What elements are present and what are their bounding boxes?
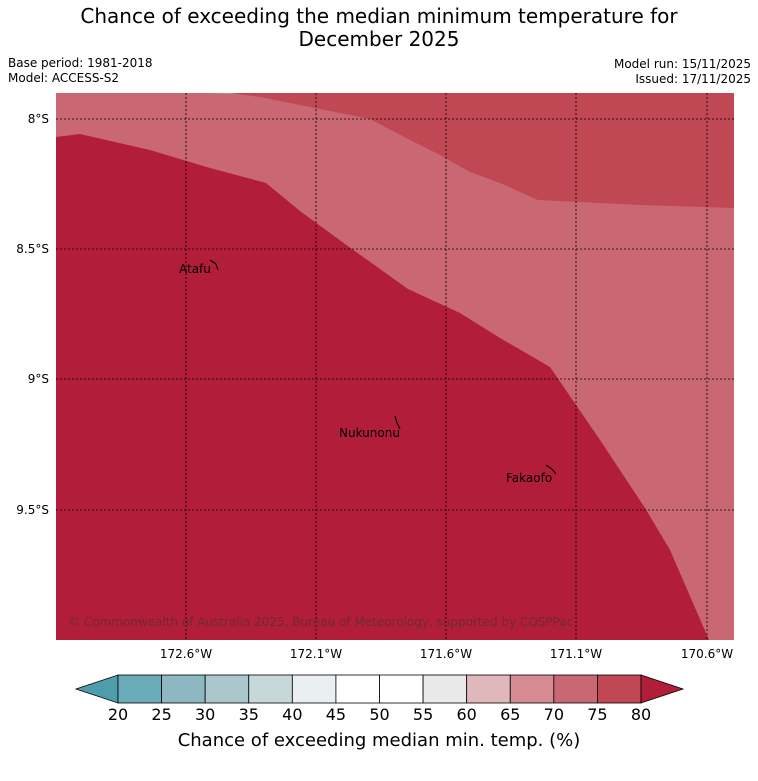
lat-label-4: 9.5°S: [16, 503, 49, 517]
atafu-outline: [209, 259, 219, 271]
colorbar-label: Chance of exceeding median min. temp. (%…: [177, 730, 581, 751]
lon-label-5: 170.6°W: [681, 647, 733, 661]
forecast-field: [56, 93, 734, 640]
lon-label-3: 171.6°W: [420, 647, 472, 661]
colorbar-tick-label: 55: [413, 705, 433, 724]
colorbar-segment: [379, 674, 424, 704]
colorbar-segment: [553, 674, 598, 704]
lat-label-3: 9°S: [28, 372, 49, 386]
model-name: Model: ACCESS-S2: [8, 71, 120, 85]
nukunonu-outline: [394, 415, 401, 430]
colorbar-tick-label: 30: [195, 705, 215, 724]
colorbar: 20 25 30 35 40 45 50 55 60 65 70 75 80: [74, 674, 685, 724]
colorbar-tick-label: 35: [239, 705, 259, 724]
colorbar-tick-label: 25: [151, 705, 171, 724]
colorbar-tick-label: 50: [369, 705, 389, 724]
issued-date: Issued: 17/11/2025: [635, 72, 751, 86]
lon-label-2: 172.1°W: [290, 647, 342, 661]
colorbar-segment: [597, 674, 642, 704]
colorbar-tick-label: 45: [326, 705, 346, 724]
colorbar-segment: [291, 674, 337, 704]
colorbar-ticks: 20 25 30 35 40 45 50 55 60 65 70 75 80: [108, 705, 651, 724]
colorbar-tick-label: 70: [544, 705, 564, 724]
colorbar-under-arrow: [74, 674, 119, 704]
zone-75-80: [56, 93, 734, 208]
colorbar-segment: [161, 674, 206, 704]
colorbar-segment: [117, 674, 162, 704]
chart-title: Chance of exceeding the median minimum t…: [0, 5, 758, 51]
place-label-fakaofo: Fakaofo: [506, 471, 552, 485]
place-label-atafu: Atafu: [179, 262, 211, 276]
title-line-1: Chance of exceeding the median minimum t…: [80, 4, 678, 28]
colorbar-segment: [509, 674, 555, 704]
graticule: [56, 93, 734, 640]
colorbar-segments: [117, 674, 642, 704]
lon-label-4: 171.1°W: [550, 647, 602, 661]
colorbar-tick-label: 75: [587, 705, 607, 724]
copyright-notice: © Commonwealth of Australia 2025, Bureau…: [68, 615, 573, 629]
colorbar-over-arrow: [640, 674, 685, 704]
lat-label-2: 8.5°S: [16, 242, 49, 256]
colorbar-tick-label: 40: [282, 705, 302, 724]
colorbar-segment: [422, 674, 468, 704]
base-period: Base period: 1981-2018: [8, 56, 153, 70]
colorbar-segment: [248, 674, 293, 704]
colorbar-segment: [466, 674, 511, 704]
colorbar-tick-label: 20: [108, 705, 128, 724]
fakaofo-outline: [545, 464, 557, 475]
lat-label-1: 8°S: [28, 112, 49, 126]
place-label-nukunonu: Nukunonu: [339, 426, 400, 440]
colorbar-tick-label: 60: [456, 705, 476, 724]
model-run: Model run: 15/11/2025: [613, 57, 751, 71]
colorbar-tick-label: 80: [631, 705, 651, 724]
colorbar-segment: [335, 674, 380, 704]
colorbar-tick-label: 65: [500, 705, 520, 724]
title-line-2: December 2025: [298, 27, 460, 51]
zone-above-80: [56, 134, 709, 640]
colorbar-segment: [204, 674, 250, 704]
atoll-outlines: [209, 259, 557, 475]
meta-right: Model run: 15/11/2025 Issued: 17/11/2025: [614, 57, 751, 87]
meta-left: Base period: 1981-2018 Model: ACCESS-S2: [8, 56, 153, 86]
lon-label-1: 172.6°W: [160, 647, 212, 661]
